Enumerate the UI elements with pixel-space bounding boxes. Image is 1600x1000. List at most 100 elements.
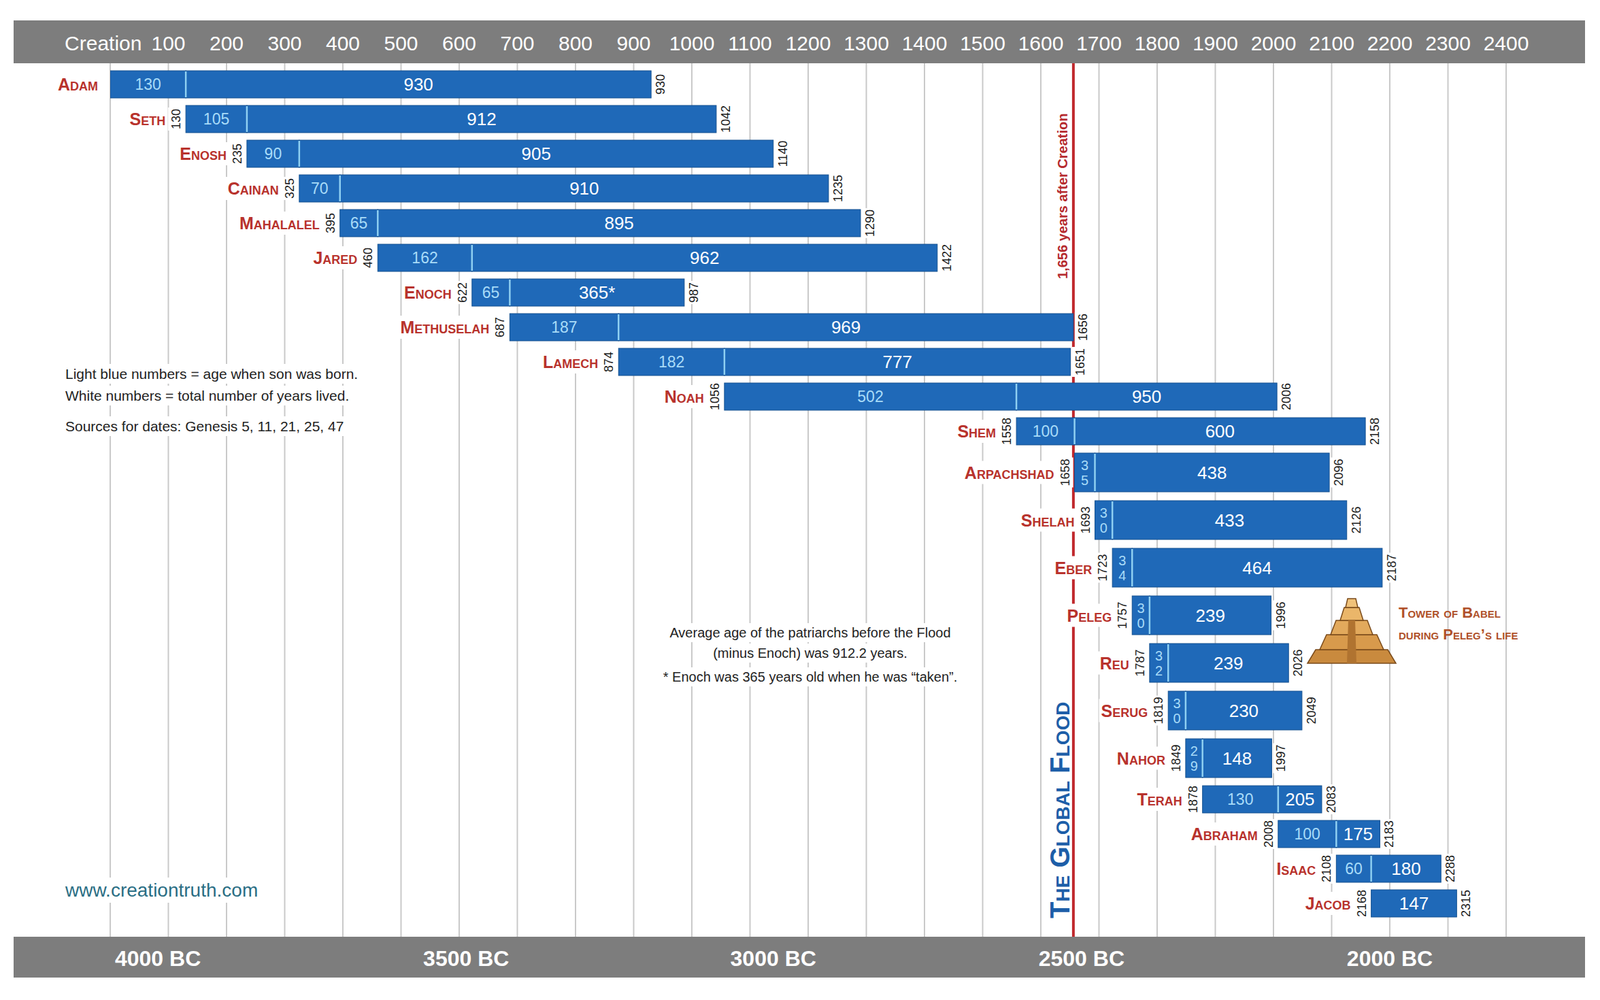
text-patch: [962, 461, 1057, 485]
lifespan-bar: [1112, 500, 1347, 540]
lifespan-label: 777: [882, 351, 913, 373]
born-label: 1787: [1133, 648, 1147, 677]
born-label: 1878: [1186, 785, 1200, 813]
person-name: Jared: [312, 248, 358, 268]
text-patch: [127, 107, 168, 131]
text-patch: [229, 142, 246, 166]
born-label: 1723: [1095, 553, 1110, 581]
tower-icon: [1307, 598, 1396, 664]
son-age-label: 130: [1227, 790, 1254, 809]
text-patch: [938, 242, 956, 273]
tick-label: 1000: [669, 31, 715, 55]
born-label: 622: [455, 282, 470, 303]
son-age-label: 30: [1136, 600, 1145, 631]
died-label: 2026: [1291, 648, 1305, 677]
person-name: Nahor: [1117, 748, 1166, 769]
son-age-bar: [509, 313, 619, 341]
tick-label: 3500 BC: [423, 946, 509, 971]
died-label: 2187: [1385, 553, 1399, 581]
died-label: 2083: [1324, 785, 1339, 813]
son-age-bar: [1336, 855, 1371, 883]
person-name: Arpachshad: [964, 463, 1055, 483]
website: www.creationtruth.com: [64, 879, 258, 901]
tick-label: 2300: [1425, 31, 1471, 55]
text-patch: [1330, 457, 1347, 488]
son-age-bar: [246, 140, 300, 168]
key-note: White numbers = total number of years li…: [65, 387, 349, 404]
text-patch: [1074, 312, 1092, 343]
person-name: Enoch: [404, 282, 452, 303]
son-divider: [1201, 739, 1204, 777]
flood-caption: The Global Flood: [1044, 702, 1075, 919]
lifespan-bar: [340, 174, 829, 203]
grid-line: [168, 63, 170, 937]
grid-line: [1098, 63, 1100, 937]
tick-label: 1800: [1134, 31, 1181, 55]
person-name: Mahalalel: [239, 213, 320, 233]
born-label: 395: [323, 212, 338, 234]
tower-stair: [1346, 620, 1357, 664]
key-note: Light blue numbers = age when son was bo…: [65, 365, 358, 382]
tick-label: 2000 BC: [1346, 946, 1433, 971]
son-divider: [246, 106, 249, 132]
text-patch: [662, 385, 707, 409]
lifespan-bar: [1278, 785, 1322, 813]
text-patch: [237, 211, 322, 235]
son-divider: [1370, 855, 1373, 882]
text-patch: [1052, 556, 1094, 580]
son-divider: [1167, 644, 1170, 682]
text-patch: [706, 381, 724, 412]
died-label: 2126: [1349, 506, 1364, 534]
son-age-bar: [340, 209, 379, 237]
chart: Creation10020030040050060070080090010001…: [0, 0, 1600, 1000]
lifespan-bar: [724, 348, 1071, 376]
lifespan-label: 464: [1242, 557, 1272, 579]
son-age-bar: [1016, 417, 1075, 445]
tick-label: 600: [442, 31, 477, 55]
bottom-axis-band: [13, 936, 1586, 978]
person-name: Enosh: [179, 144, 227, 164]
person-name: Cainan: [227, 178, 279, 198]
son-divider: [508, 279, 511, 306]
person-name: Eber: [1054, 558, 1092, 578]
text-patch: [1278, 381, 1295, 412]
lifespan-label: 962: [689, 247, 720, 269]
born-label: 2168: [1355, 889, 1369, 918]
son-age-label: 182: [658, 353, 685, 371]
text-patch: [1057, 457, 1074, 488]
son-age-bar: [472, 278, 511, 307]
text-patch: [454, 280, 471, 305]
son-divider: [1015, 383, 1018, 410]
lifespan-label: 205: [1285, 789, 1315, 810]
born-label: 2108: [1319, 855, 1334, 883]
lifespan-label: 600: [1205, 421, 1235, 442]
bottom-axis: 4000 BC3500 BC3000 BC2500 BC2000 BC: [114, 946, 1433, 971]
son-age-label: 35: [1080, 457, 1089, 488]
died-label: 1422: [940, 244, 954, 272]
text-patch: [1318, 853, 1335, 884]
tick-label: 2100: [1308, 31, 1355, 55]
tick-label: 1500: [959, 31, 1006, 55]
text-patch: [1065, 604, 1115, 628]
text-patch: [1260, 819, 1277, 849]
top-axis-band: [13, 20, 1586, 64]
son-age-label: 29: [1190, 743, 1198, 774]
died-label: 1996: [1274, 601, 1288, 629]
grid-line: [1505, 63, 1507, 937]
son-age-bar: [1278, 820, 1337, 848]
text-patch: [1134, 787, 1184, 811]
text-patch: [661, 667, 960, 687]
died-label: 2288: [1443, 855, 1458, 883]
son-age-bar: [1185, 738, 1203, 778]
tick-label: Creation: [64, 31, 142, 55]
lifespan-bar: [1371, 889, 1458, 918]
son-age-label: 187: [551, 318, 577, 337]
born-label: 1558: [1000, 417, 1014, 445]
text-patch: [955, 419, 998, 443]
lifespan-label: 175: [1343, 823, 1373, 845]
lifespan-bar: [1336, 820, 1380, 848]
lifespan-label: 147: [1399, 893, 1429, 914]
son-age-label: 65: [482, 283, 500, 302]
lifespan-label: 365*: [578, 282, 616, 303]
died-label: 1651: [1073, 348, 1088, 376]
